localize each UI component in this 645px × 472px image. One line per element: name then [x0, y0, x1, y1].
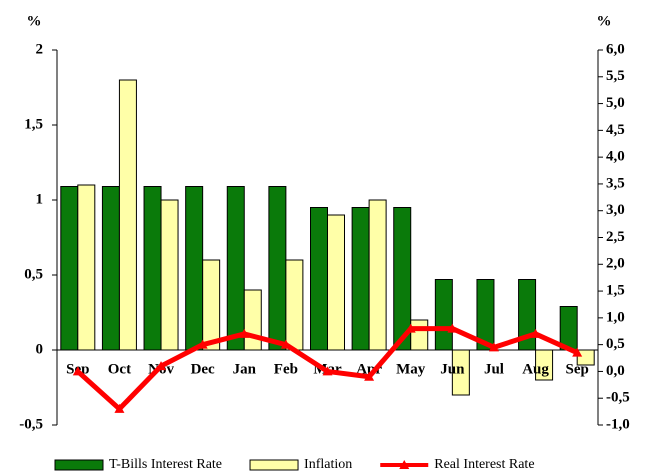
y2-tick-label: 6,0	[606, 41, 625, 57]
line-marker	[197, 339, 208, 349]
y2-tick-label: 5,0	[606, 95, 625, 111]
x-tick-label: Oct	[108, 361, 131, 377]
bar	[351, 207, 370, 351]
y2-tick-label: 3,5	[606, 175, 625, 191]
bar	[226, 186, 245, 351]
legend-label: T-Bills Interest Rate	[109, 457, 222, 472]
line-marker	[114, 403, 125, 413]
line-marker	[530, 328, 541, 338]
legend-label: Real Interest Rate	[434, 457, 534, 472]
y-tick-label: 1,5	[24, 116, 43, 132]
bar	[434, 279, 453, 351]
legend-marker	[399, 460, 410, 469]
bar	[118, 79, 137, 351]
x-tick-label: Jul	[484, 361, 504, 377]
line-marker	[239, 328, 250, 338]
legend-swatch	[54, 459, 104, 471]
line-marker	[364, 371, 375, 381]
y-tick-label: 2	[36, 41, 44, 57]
x-tick-label: Sep	[566, 361, 589, 377]
line-marker	[156, 361, 167, 371]
line-marker	[72, 366, 83, 376]
y2-tick-label: 4,5	[606, 122, 625, 138]
bar	[327, 214, 345, 351]
x-tick-label: Jun	[440, 361, 465, 377]
y2-tick-label: 0,0	[606, 363, 625, 379]
y2-tick-label: 2,0	[606, 256, 625, 272]
bar	[310, 207, 328, 351]
bar	[143, 186, 162, 351]
y-tick-label: -0,5	[19, 416, 43, 432]
line-marker	[322, 366, 333, 376]
y-tick-label: 0	[36, 341, 44, 357]
y-tick-label: 0,5	[24, 266, 43, 282]
y2-tick-label: -1,0	[606, 416, 630, 432]
x-tick-label: May	[396, 361, 426, 377]
x-tick-label: Aug	[522, 361, 549, 377]
line-marker	[488, 342, 499, 352]
bar	[77, 184, 96, 351]
bar	[368, 199, 387, 351]
x-tick-label: Feb	[274, 361, 298, 377]
y2-tick-label: 3,0	[606, 202, 625, 218]
y-axis-title: %	[27, 13, 42, 29]
y2-tick-label: 5,5	[606, 68, 625, 84]
y2-axis-title: %	[597, 13, 612, 29]
y2-tick-label: -0,5	[606, 390, 630, 406]
legend-swatch	[249, 459, 299, 471]
x-tick-label: Dec	[191, 361, 215, 377]
legend-label: Inflation	[304, 457, 352, 472]
x-tick-label: Jan	[233, 361, 257, 377]
bar	[410, 319, 429, 351]
line-marker	[572, 347, 583, 357]
bar	[60, 186, 79, 351]
line-marker	[447, 323, 458, 333]
y2-tick-label: 4,0	[606, 149, 625, 165]
line-marker	[280, 339, 291, 349]
bar	[268, 186, 287, 351]
bar	[101, 186, 120, 351]
y-tick-label: 1	[36, 191, 44, 207]
bar	[202, 259, 221, 351]
bar	[160, 199, 179, 351]
bar	[285, 259, 304, 351]
y2-tick-label: 2,5	[606, 229, 625, 245]
bar	[243, 289, 262, 351]
y2-tick-label: 1,5	[606, 283, 625, 299]
bar	[185, 186, 204, 351]
y2-tick-label: 0,5	[606, 336, 625, 352]
line-marker	[405, 323, 416, 333]
y2-tick-label: 1,0	[606, 309, 625, 325]
